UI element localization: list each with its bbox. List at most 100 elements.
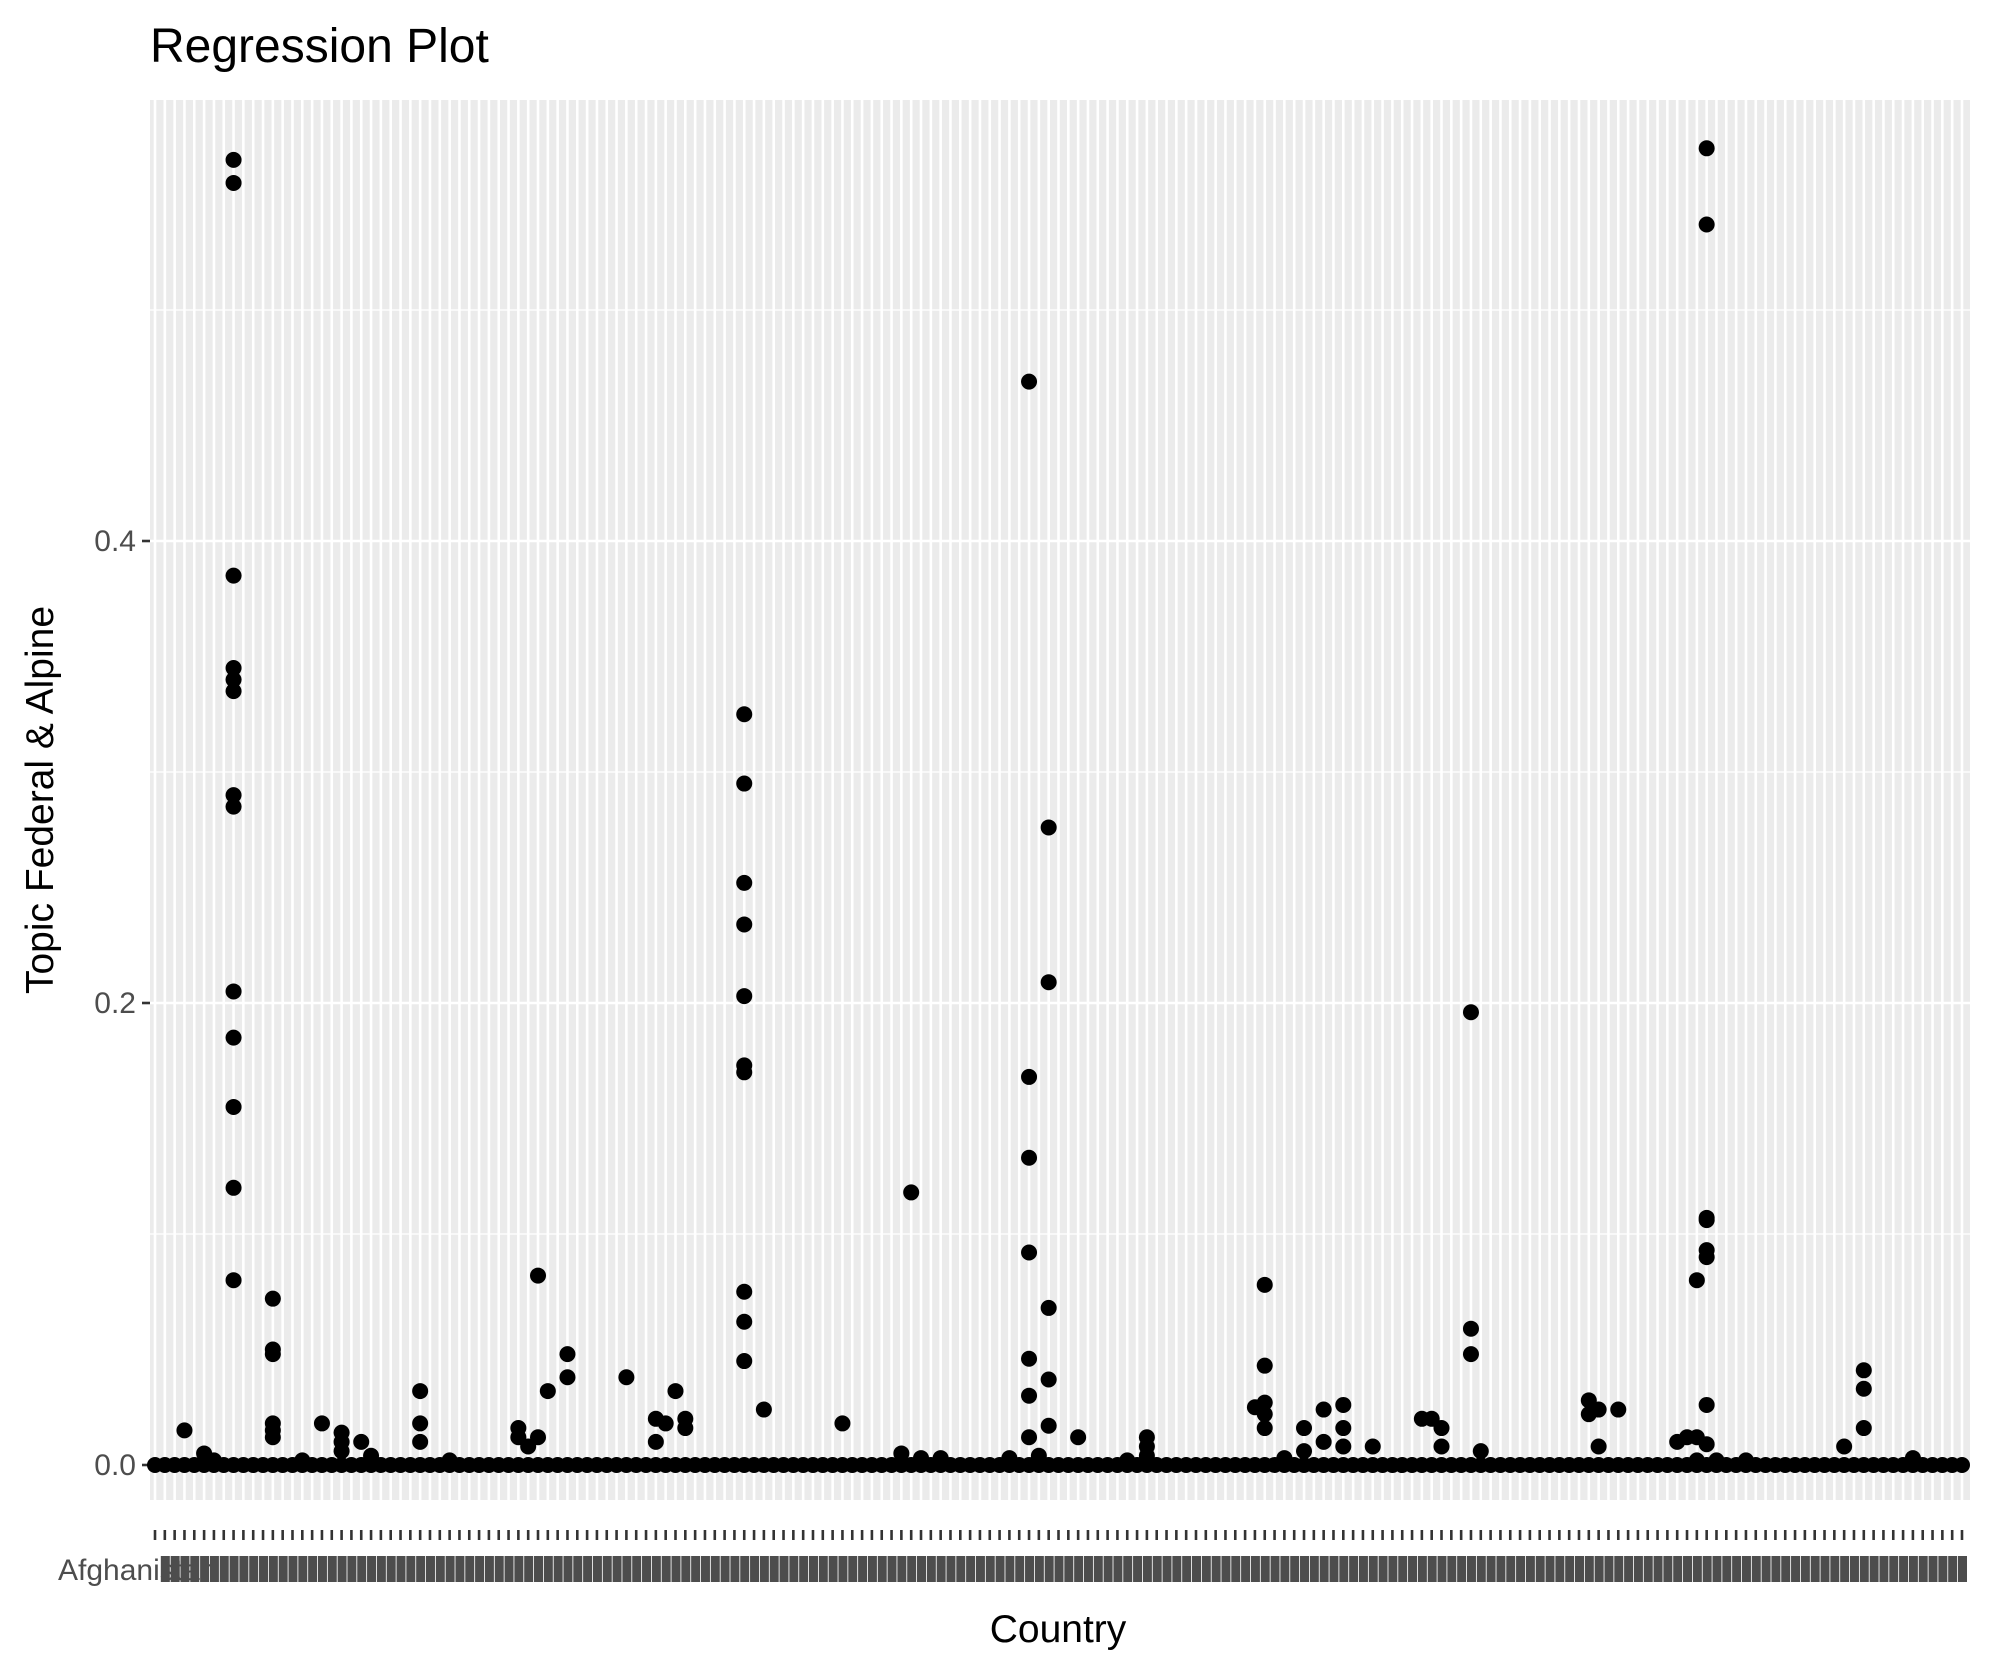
x-tick-label-mark: [1633, 1556, 1643, 1582]
x-tick-label-mark: [1604, 1556, 1614, 1582]
data-point: [657, 1415, 674, 1432]
x-tick-label-mark: [1741, 1556, 1751, 1582]
data-point: [225, 798, 242, 815]
x-tick-label-mark: [1771, 1556, 1781, 1582]
x-tick-label-mark: [1830, 1556, 1840, 1582]
x-tick-label-mark: [1918, 1556, 1928, 1582]
data-point: [1040, 1371, 1057, 1388]
x-tick-label-mark: [887, 1556, 897, 1582]
major-gridlines: [150, 100, 1970, 1500]
data-point: [225, 174, 242, 191]
x-tick-label-mark: [1761, 1556, 1771, 1582]
x-tick-label-mark: [848, 1556, 858, 1582]
data-point: [736, 1064, 753, 1081]
x-tick-label-mark: [1476, 1556, 1486, 1582]
x-tick-label-mark: [1732, 1556, 1742, 1582]
x-tick-label-mark: [651, 1556, 661, 1582]
x-tick-label-mark: [1398, 1556, 1408, 1582]
x-tick-label-mark: [1879, 1556, 1889, 1582]
data-point: [1030, 1447, 1047, 1464]
data-point: [225, 983, 242, 1000]
x-tick-label-mark: [573, 1556, 583, 1582]
data-point: [736, 775, 753, 792]
y-axis-ticks: 0.0 0.2 0.4: [94, 525, 150, 1482]
data-point: [1433, 1420, 1450, 1437]
x-tick-label-mark: [661, 1556, 671, 1582]
x-tick-label-mark: [592, 1556, 602, 1582]
x-tick-label-mark: [1417, 1556, 1427, 1582]
x-tick-label-mark: [828, 1556, 838, 1582]
data-point: [559, 1346, 576, 1363]
data-point: [1590, 1438, 1607, 1455]
data-point: [559, 1369, 576, 1386]
x-tick-label-mark: [1702, 1556, 1712, 1582]
x-tick-label-mark: [1624, 1556, 1634, 1582]
x-tick-label-mark: [1250, 1556, 1260, 1582]
data-point: [412, 1415, 429, 1432]
x-tick-label-mark: [1025, 1556, 1035, 1582]
data-point: [1138, 1447, 1155, 1464]
data-point: [225, 787, 242, 804]
x-tick-label-mark: [1083, 1556, 1093, 1582]
x-tick-label-mark: [209, 1556, 219, 1582]
x-tick-label-mark: [534, 1556, 544, 1582]
data-point: [1708, 1452, 1725, 1469]
x-tick-label-mark: [190, 1556, 200, 1582]
x-tick-label-mark: [1683, 1556, 1693, 1582]
x-tick-label-mark: [681, 1556, 691, 1582]
x-tick-label-mark: [1211, 1556, 1221, 1582]
x-tick-label-mark: [622, 1556, 632, 1582]
data-point: [1021, 373, 1038, 390]
data-point: [530, 1429, 547, 1446]
x-tick-label-mark: [1074, 1556, 1084, 1582]
x-tick-label-mark: [524, 1556, 534, 1582]
x-tick-label-mark: [1525, 1556, 1535, 1582]
data-point: [1256, 1406, 1273, 1423]
x-tick-label-mark: [180, 1556, 190, 1582]
x-tick-label-mark: [1516, 1556, 1526, 1582]
x-tick-label-mark: [867, 1556, 877, 1582]
x-tick-label-mark: [1545, 1556, 1555, 1582]
x-tick-label-mark: [632, 1556, 642, 1582]
data-point: [1433, 1438, 1450, 1455]
x-tick-label-mark: [1093, 1556, 1103, 1582]
x-tick-label-mark: [612, 1556, 622, 1582]
x-tick-label-mark: [327, 1556, 337, 1582]
data-point: [1698, 1396, 1715, 1413]
data-point: [1698, 1212, 1715, 1229]
data-point: [225, 671, 242, 688]
data-point: [1021, 1068, 1038, 1085]
x-tick-label-mark: [1899, 1556, 1909, 1582]
x-tick-label-mark: [504, 1556, 514, 1582]
x-tick-label-mark: [1339, 1556, 1349, 1582]
data-point: [412, 1383, 429, 1400]
x-tick-label-mark: [1938, 1556, 1948, 1582]
x-tick-label-mark: [1859, 1556, 1869, 1582]
x-tick-label-mark: [445, 1556, 455, 1582]
x-tick-label-mark: [1152, 1556, 1162, 1582]
data-point: [1836, 1438, 1853, 1455]
x-axis-title: Country: [990, 1608, 1127, 1651]
data-point: [1335, 1396, 1352, 1413]
data-point: [353, 1433, 370, 1450]
x-tick-label-mark: [808, 1556, 818, 1582]
data-point: [1855, 1362, 1872, 1379]
x-tick-label-mark: [376, 1556, 386, 1582]
y-tick-label: 0.0: [94, 1449, 136, 1482]
data-point: [1698, 1249, 1715, 1266]
x-tick-label-mark: [386, 1556, 396, 1582]
data-point: [1462, 1346, 1479, 1363]
x-tick-label-mark: [1378, 1556, 1388, 1582]
x-tick-label-mark: [818, 1556, 828, 1582]
x-tick-label-mark: [926, 1556, 936, 1582]
x-tick-label-mark: [1781, 1556, 1791, 1582]
x-tick-label-mark: [1191, 1556, 1201, 1582]
data-point: [736, 1313, 753, 1330]
data-point: [225, 151, 242, 168]
data-point: [618, 1369, 635, 1386]
x-tick-label-mark: [1427, 1556, 1437, 1582]
x-tick-label-mark: [1535, 1556, 1545, 1582]
x-tick-label-mark: [1791, 1556, 1801, 1582]
x-tick-label-mark: [1486, 1556, 1496, 1582]
